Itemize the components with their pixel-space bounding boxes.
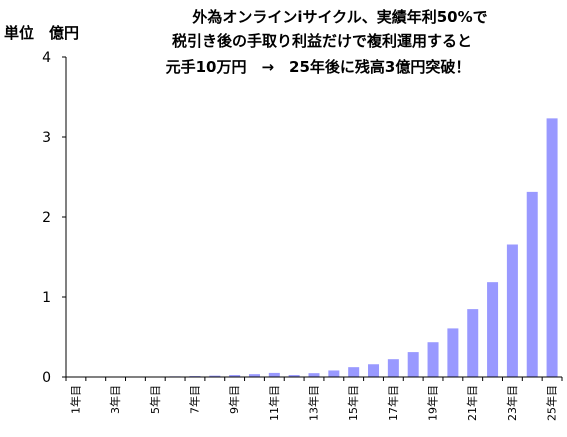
bar-18年目 bbox=[407, 352, 419, 377]
x-tick-label: 15年目 bbox=[346, 385, 360, 421]
x-tick-label: 1年目 bbox=[68, 385, 82, 414]
bar-22年目 bbox=[487, 282, 499, 377]
bar-21年目 bbox=[467, 309, 479, 377]
chart-title-line-3: 元手10万円 → 25年後に残高3億円突破！ bbox=[166, 58, 471, 76]
x-tick-label: 5年目 bbox=[148, 385, 162, 414]
y-tick-label: 0 bbox=[42, 370, 51, 386]
x-tick-label: 23年目 bbox=[505, 385, 519, 421]
y-tick-label: 3 bbox=[42, 130, 51, 146]
x-tick-label: 21年目 bbox=[465, 385, 479, 421]
x-tick-label: 25年目 bbox=[545, 385, 559, 421]
y-axis-unit-label: 単位 億円 bbox=[4, 24, 79, 42]
bar-series bbox=[70, 118, 558, 378]
bar-13年目 bbox=[308, 373, 320, 377]
bar-23年目 bbox=[506, 244, 518, 377]
bar-16年目 bbox=[368, 364, 380, 377]
bar-8年目 bbox=[209, 375, 221, 377]
bar-24年目 bbox=[526, 191, 538, 377]
chart-title: 外為オンラインiサイクル、実績年利50%で 税引き後の手取り利益だけで複利運用す… bbox=[166, 8, 488, 76]
x-tick-label: 17年目 bbox=[386, 385, 400, 421]
y-tick-label: 4 bbox=[42, 50, 51, 66]
bar-12年目 bbox=[288, 375, 300, 377]
bar-25年目 bbox=[546, 118, 558, 378]
axis-tick-marks bbox=[62, 56, 563, 381]
x-tick-label: 7年目 bbox=[187, 385, 201, 414]
bar-10年目 bbox=[248, 374, 260, 377]
y-axis-tick-labels: 0 1 2 3 4 bbox=[42, 50, 51, 386]
chart-title-line-2: 税引き後の手取り利益だけで複利運用すると bbox=[172, 32, 472, 50]
x-tick-label: 9年目 bbox=[227, 385, 241, 414]
x-axis-tick-labels: 1年目 3年目 5年目 7年目 9年目 11年目 13年目 15年目 17年目 19年目 21年目 2… bbox=[68, 385, 558, 421]
bar-11年目 bbox=[268, 372, 280, 377]
x-tick-label: 13年目 bbox=[307, 385, 321, 421]
x-tick-label: 11年目 bbox=[267, 385, 281, 421]
bar-19年目 bbox=[427, 342, 439, 377]
y-tick-label: 2 bbox=[42, 210, 51, 226]
bar-9年目 bbox=[229, 375, 241, 377]
bar-20年目 bbox=[447, 328, 459, 377]
x-tick-label: 19年目 bbox=[426, 385, 440, 421]
bar-14年目 bbox=[328, 370, 340, 377]
y-tick-label: 1 bbox=[42, 290, 51, 306]
x-tick-label: 3年目 bbox=[108, 385, 122, 414]
bar-15年目 bbox=[348, 367, 360, 377]
bar-17年目 bbox=[387, 359, 399, 377]
chart-title-line-1: 外為オンラインiサイクル、実績年利50%で bbox=[191, 8, 487, 26]
